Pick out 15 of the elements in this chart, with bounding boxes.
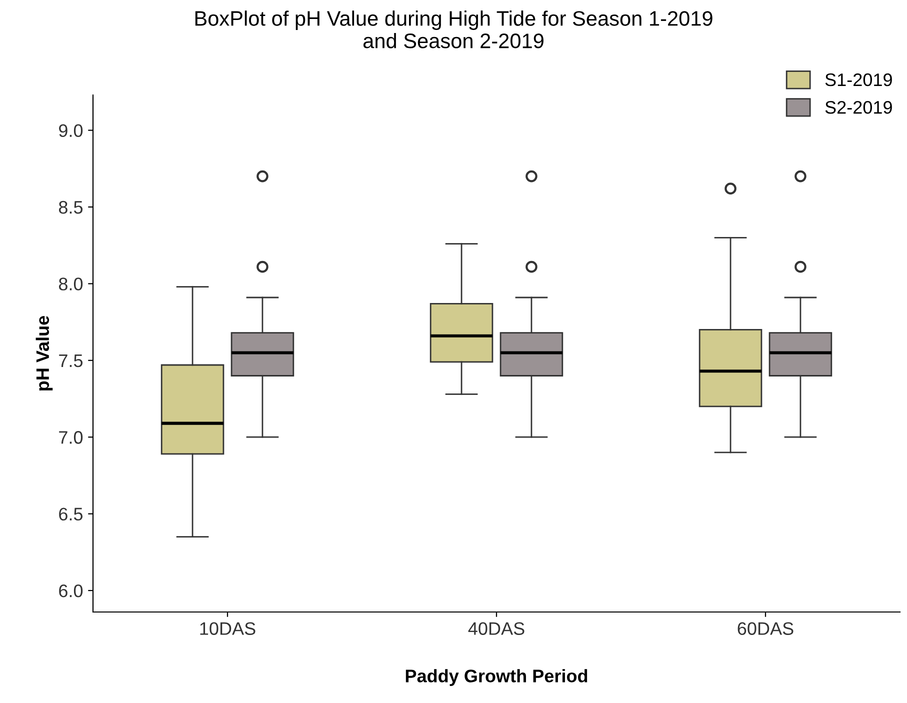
y-tick-label: 8.5: [58, 200, 83, 214]
x-tick-label: 10DAS: [200, 622, 256, 635]
y-tick-label: 7.0: [59, 431, 83, 444]
y-tick-label: 8.0: [58, 278, 83, 290]
y-tick-label: 9.0: [59, 124, 83, 138]
x-tick-label: 40DAS: [468, 622, 524, 635]
x-axis-title: Paddy Growth Period: [406, 669, 588, 686]
y-tick-label: 7.5: [59, 354, 83, 368]
x-tick-label: 60DAS: [738, 622, 794, 635]
legend-label: S2-2019: [825, 100, 892, 114]
y-tick-label: 6.5: [59, 508, 83, 521]
y-axis-title: pH Value: [36, 316, 53, 390]
y-tick-label: 6.0: [59, 584, 83, 598]
legend-label: S1-2019: [825, 73, 892, 86]
chart-title: BoxPlot of pH Value during High Tide for Season 1-2019 and Season 2-2019: [195, 10, 712, 48]
